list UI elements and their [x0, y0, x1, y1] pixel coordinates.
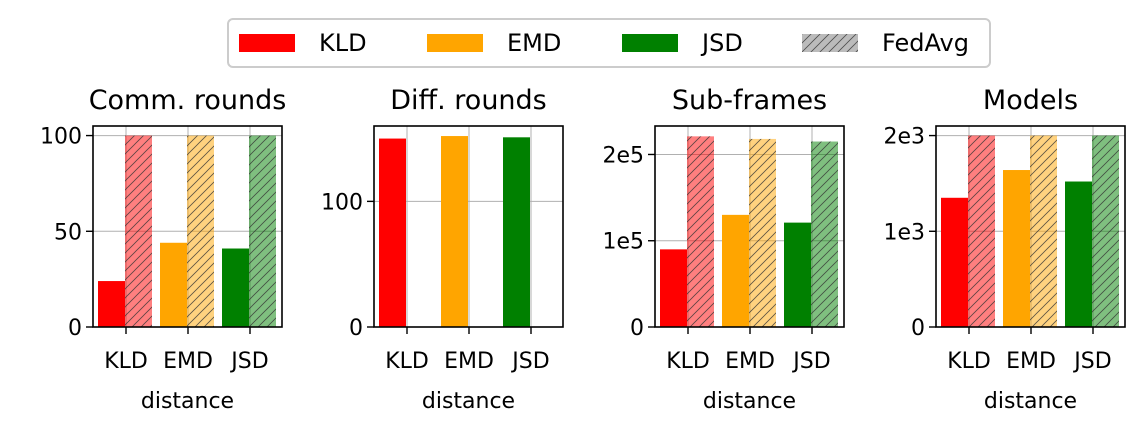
- y-tick-label: 0: [911, 316, 925, 341]
- bar-kld: [941, 197, 968, 327]
- legend-label-emd: EMD: [507, 29, 562, 57]
- bar-fedavg-hatch-jsd: [249, 135, 276, 327]
- chart-title: Sub-frames: [672, 85, 827, 116]
- bar-emd: [722, 214, 749, 327]
- x-tick-label: JSD: [791, 349, 830, 374]
- y-tick-label: 2e5: [602, 143, 644, 168]
- y-tick-label: 100: [321, 190, 363, 215]
- x-tick-label: KLD: [666, 349, 710, 374]
- x-tick-label: JSD: [510, 349, 549, 374]
- legend-label-fedavg: FedAvg: [882, 29, 969, 57]
- x-tick-label: KLD: [385, 349, 429, 374]
- chart-title: Comm. rounds: [89, 85, 287, 116]
- bar-fedavg-hatch-emd: [187, 135, 214, 327]
- legend-label-jsd: JSD: [702, 29, 743, 57]
- y-tick-label: 1e3: [883, 220, 925, 245]
- bar-fedavg-hatch-kld: [968, 135, 995, 327]
- x-axis-label: distance: [984, 389, 1077, 414]
- bar-emd: [441, 136, 468, 327]
- bar-jsd: [784, 222, 811, 327]
- x-tick-label: JSD: [229, 349, 268, 374]
- x-tick-label: JSD: [1072, 349, 1111, 374]
- bar-emd: [1003, 170, 1030, 327]
- bar-fedavg-hatch-kld: [125, 135, 152, 327]
- x-tick-label: EMD: [725, 349, 775, 374]
- bar-fedavg-hatch-kld: [687, 136, 714, 327]
- x-tick-label: EMD: [444, 349, 494, 374]
- x-axis-label: distance: [703, 389, 796, 414]
- chart-title: Diff. rounds: [390, 85, 547, 116]
- bar-fedavg-hatch-emd: [1030, 135, 1057, 327]
- y-tick-label: 1e5: [602, 230, 644, 255]
- legend-swatch-fedavg: [802, 34, 858, 52]
- y-tick-label: 0: [349, 316, 363, 341]
- bar-kld: [379, 138, 406, 327]
- legend-swatch-jsd: [622, 34, 678, 52]
- y-tick-label: 100: [40, 125, 82, 150]
- y-tick-label: 0: [68, 316, 82, 341]
- bar-kld: [98, 281, 125, 327]
- bar-jsd: [503, 137, 530, 327]
- bar-jsd: [1065, 181, 1092, 327]
- chart-panel-2: 0 100 KLD EMD JSD Diff. rounds distance: [321, 85, 564, 414]
- bar-fedavg-hatch-emd: [749, 138, 776, 327]
- bar-fedavg-hatch-jsd: [1092, 135, 1119, 327]
- chart-panel-4: 0 1e3 2e3 KLD EMD JSD Models distance: [883, 85, 1126, 414]
- chart-title: Models: [983, 85, 1078, 116]
- x-tick-label: KLD: [947, 349, 991, 374]
- bar-jsd: [222, 248, 249, 327]
- bar-emd: [160, 242, 187, 327]
- x-axis-label: distance: [141, 389, 234, 414]
- chart-panel-1: 0 50 100 KLD EMD JSD Comm. rounds distance: [40, 85, 286, 414]
- legend: KLD EMD JSD FedAvg: [227, 18, 991, 68]
- bar-kld: [660, 249, 687, 327]
- x-axis-label: distance: [422, 389, 515, 414]
- x-tick-label: EMD: [163, 349, 213, 374]
- chart-panel-3: 0 1e5 2e5 KLD EMD JSD Sub-frames distance: [602, 85, 845, 414]
- y-tick-label: 2e3: [883, 125, 925, 150]
- legend-swatch-kld: [239, 34, 295, 52]
- y-tick-label: 0: [630, 316, 644, 341]
- legend-label-kld: KLD: [319, 29, 367, 57]
- x-tick-label: EMD: [1006, 349, 1056, 374]
- y-tick-label: 50: [54, 220, 82, 245]
- bar-fedavg-hatch-jsd: [811, 141, 838, 327]
- x-tick-label: KLD: [104, 349, 148, 374]
- legend-swatch-emd: [427, 34, 483, 52]
